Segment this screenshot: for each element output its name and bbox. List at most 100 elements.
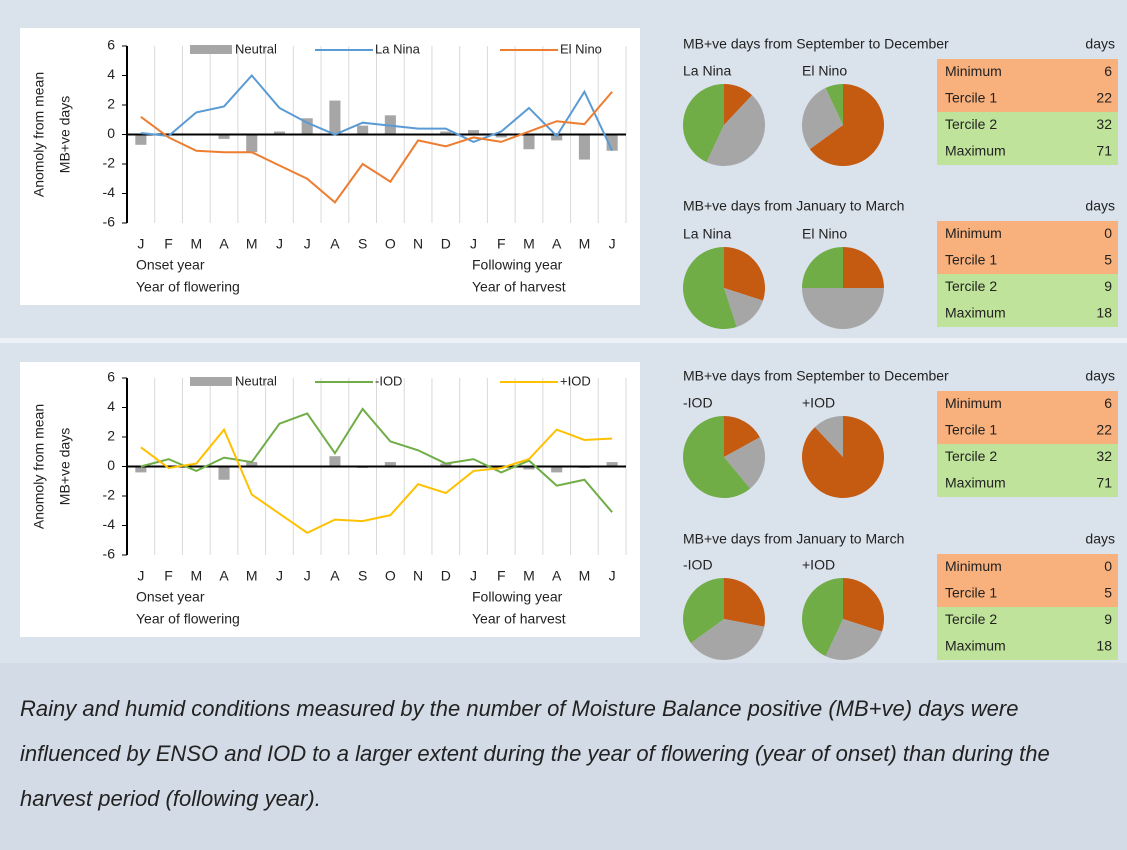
y-tick-label: 6	[107, 369, 115, 385]
bar	[551, 466, 563, 473]
y-tick-label: 2	[107, 96, 115, 112]
row-value: 32	[1096, 116, 1112, 132]
row-label: Tercile 1	[945, 422, 997, 438]
x-tick-label: J	[609, 568, 616, 584]
pie-slice	[843, 247, 884, 288]
y-tick-label: -2	[103, 487, 116, 503]
row-label: Maximum	[945, 143, 1006, 159]
caption-background	[0, 663, 1127, 850]
row-value: 5	[1104, 585, 1112, 601]
bar	[135, 466, 147, 473]
table-unit: days	[1085, 36, 1115, 52]
pie-slice	[809, 84, 885, 166]
row-value: 18	[1096, 305, 1112, 321]
pie-slice	[801, 416, 884, 499]
table-unit: days	[1085, 368, 1115, 384]
legend-label: Neutral	[235, 373, 277, 388]
annotation: Onset year	[136, 257, 205, 273]
table-row	[937, 300, 1118, 327]
row-value: 22	[1096, 90, 1112, 106]
y-tick-label: -4	[103, 184, 116, 200]
table-title: MB+ve days from January to March	[683, 198, 904, 214]
bar	[606, 134, 618, 151]
bar	[246, 134, 258, 153]
x-tick-label: D	[441, 236, 451, 252]
y-tick-label: 6	[107, 37, 115, 53]
table-row	[937, 274, 1118, 301]
pie-slice	[843, 578, 884, 632]
bar	[329, 456, 341, 467]
bar	[273, 131, 286, 135]
pie-slice	[724, 578, 765, 627]
row-label: Minimum	[945, 63, 1002, 79]
table-row	[937, 633, 1118, 660]
y-axis-label: Anomoly from mean	[31, 72, 47, 197]
pie-slice	[724, 247, 766, 301]
x-tick-label: F	[497, 568, 506, 584]
x-tick-label: N	[413, 236, 423, 252]
y-tick-label: 4	[107, 66, 115, 82]
row-label: Tercile 2	[945, 278, 997, 294]
row-label: Tercile 1	[945, 585, 997, 601]
table-row	[937, 417, 1118, 444]
bar	[329, 100, 341, 135]
x-tick-label: D	[441, 568, 451, 584]
table-row	[937, 444, 1118, 471]
row-label: Maximum	[945, 305, 1006, 321]
pie-slice	[724, 84, 753, 125]
x-tick-label: O	[385, 236, 396, 252]
line-series	[140, 73, 614, 152]
row-value: 9	[1104, 278, 1112, 294]
annotation: Onset year	[136, 589, 205, 605]
row-label: Maximum	[945, 475, 1006, 491]
legend-swatch	[190, 377, 232, 386]
pie-title: El Nino	[802, 63, 847, 79]
line-series	[140, 91, 613, 204]
row-value: 0	[1104, 558, 1112, 574]
pie-title: La Nina	[683, 63, 731, 79]
x-tick-label: J	[304, 236, 311, 252]
annotation: Year of flowering	[136, 279, 240, 295]
bar	[246, 462, 258, 467]
x-tick-label: J	[609, 236, 616, 252]
table-title: MB+ve days from January to March	[683, 531, 904, 547]
x-tick-label: F	[164, 236, 173, 252]
row-label: Tercile 2	[945, 116, 997, 132]
x-tick-label: M	[190, 568, 202, 584]
x-tick-label: A	[330, 568, 340, 584]
bar	[357, 125, 369, 135]
pie-slice	[802, 87, 843, 150]
table-row	[937, 470, 1118, 497]
table-row	[937, 112, 1118, 139]
table-row	[937, 580, 1118, 607]
row-value: 71	[1096, 475, 1112, 491]
x-tick-label: A	[330, 236, 340, 252]
x-tick-label: A	[219, 568, 229, 584]
caption: Rainy and humid conditions measured by t…	[20, 696, 1050, 811]
row-value: 6	[1104, 395, 1112, 411]
row-label: Tercile 2	[945, 611, 997, 627]
x-tick-label: O	[385, 568, 396, 584]
bar	[301, 118, 313, 135]
row-label: Tercile 1	[945, 252, 997, 268]
x-tick-label: M	[246, 236, 258, 252]
pie-slice	[724, 288, 763, 327]
pie-slice	[690, 619, 765, 660]
table-title: MB+ve days from September to December	[683, 36, 949, 52]
x-tick-label: J	[470, 236, 477, 252]
table-title: MB+ve days from September to December	[683, 368, 949, 384]
x-tick-label: S	[358, 568, 367, 584]
annotation: Following year	[472, 589, 563, 605]
row-value: 71	[1096, 143, 1112, 159]
x-tick-label: J	[276, 236, 283, 252]
y-tick-label: -6	[103, 546, 116, 562]
x-tick-label: M	[579, 236, 591, 252]
pie-slice	[724, 437, 765, 489]
table-row	[937, 391, 1118, 418]
bar	[578, 134, 590, 160]
bar	[384, 462, 396, 467]
y-axis-label: Anomoly from mean	[31, 404, 47, 529]
pie-slice	[825, 84, 843, 125]
table-row	[937, 247, 1118, 274]
annotation: Year of flowering	[136, 611, 240, 627]
